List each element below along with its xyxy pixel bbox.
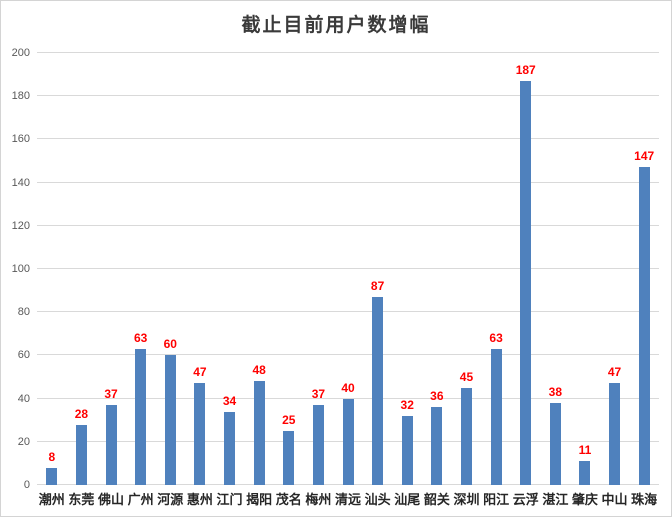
bar	[253, 381, 265, 485]
bar	[46, 467, 58, 485]
bar	[579, 461, 591, 485]
gridline	[37, 354, 659, 356]
x-axis-category-label: 惠州	[186, 492, 213, 507]
bar	[283, 431, 295, 485]
bar-value-label: 32	[400, 397, 414, 412]
x-axis-category-label: 阳江	[483, 492, 510, 507]
y-axis-tick-label: 40	[17, 392, 30, 405]
bar	[342, 398, 354, 485]
gridline	[37, 52, 659, 53]
bar-value-label: 37	[104, 387, 118, 402]
bar	[194, 383, 206, 485]
x-axis-category-label: 云浮	[512, 492, 539, 507]
y-axis-tick-label: 180	[11, 90, 30, 103]
bar	[460, 387, 472, 485]
y-axis-tick-label: 160	[11, 133, 30, 146]
bar	[520, 81, 532, 485]
plot-area: 0 20 40 60 80 100 120 140 160 180 200 8 潮州 28 东莞 37 佛山 63…	[12, 47, 659, 507]
bar	[609, 383, 621, 485]
y-axis-tick-label: 80	[17, 306, 30, 319]
y-axis-tick-label: 120	[11, 219, 30, 232]
bar-value-label: 63	[133, 330, 148, 345]
x-axis-category-label: 珠海	[631, 492, 658, 507]
gridline	[37, 224, 659, 226]
x-axis-category-label: 汕头	[364, 492, 391, 507]
gridline	[37, 311, 659, 313]
x-axis-category-label: 广州	[127, 492, 154, 507]
bar	[490, 348, 502, 485]
bar-value-label: 60	[163, 337, 177, 352]
x-axis-category-label: 中山	[601, 492, 628, 507]
bar	[224, 411, 236, 485]
x-axis-category-label: 湛江	[542, 492, 569, 507]
x-axis-category-label: 潮州	[38, 492, 65, 507]
bar-value-label: 36	[430, 389, 444, 404]
x-axis-category-label: 深圳	[453, 492, 480, 507]
bar	[105, 405, 117, 485]
bar-value-label: 48	[252, 363, 266, 378]
bar-value-label: 34	[222, 393, 237, 408]
x-axis-category-label: 清远	[334, 492, 361, 507]
x-axis-category-label: 肇庆	[571, 492, 598, 507]
gridline	[37, 268, 659, 269]
y-axis-tick-label: 0	[23, 479, 30, 491]
gridline	[37, 181, 659, 183]
bar	[401, 415, 413, 485]
bar	[135, 348, 147, 485]
x-axis-category-label: 梅州	[305, 492, 332, 507]
bar	[638, 167, 650, 485]
bar	[164, 355, 176, 485]
bar-value-label: 63	[489, 330, 503, 345]
y-axis-tick-label: 20	[17, 435, 30, 448]
bar-value-label: 38	[548, 384, 562, 399]
x-axis-category-label: 河源	[157, 492, 184, 507]
chart-title: 截止目前用户数增幅	[241, 15, 431, 36]
x-axis-category-label: 佛山	[98, 492, 125, 507]
y-axis-tick-label: 60	[17, 349, 30, 362]
bar-value-label: 40	[341, 380, 355, 395]
gridline	[37, 95, 659, 97]
bar	[549, 402, 561, 485]
x-axis-category-label: 揭阳	[246, 492, 273, 507]
bar	[372, 297, 384, 485]
bar-value-label: 47	[607, 365, 622, 380]
y-axis-tick-label: 200	[11, 47, 30, 59]
x-axis-category-label: 汕尾	[394, 492, 421, 507]
bar-value-label: 8	[48, 449, 56, 464]
bar-value-label: 28	[74, 406, 89, 421]
bar-value-label: 11	[578, 443, 592, 458]
x-axis-category-label: 韶关	[423, 492, 450, 507]
gridline	[37, 138, 659, 140]
bar-value-label: 47	[193, 365, 207, 380]
bar-value-label: 45	[459, 369, 474, 384]
bar-value-label: 37	[311, 387, 326, 402]
x-axis-category-label: 江门	[216, 492, 243, 507]
bar-value-label: 147	[634, 149, 655, 164]
bar-value-label: 187	[515, 63, 536, 78]
bar-value-label: 87	[370, 279, 385, 294]
y-axis-tick-label: 140	[11, 176, 30, 189]
x-axis-category-label: 茂名	[275, 492, 302, 507]
bar	[431, 407, 443, 485]
gridline	[37, 397, 659, 399]
bar	[312, 405, 324, 485]
x-axis-category-label: 东莞	[68, 492, 95, 507]
bar-value-label: 25	[282, 413, 296, 427]
y-axis-tick-label: 100	[11, 263, 30, 275]
bar	[75, 424, 87, 485]
